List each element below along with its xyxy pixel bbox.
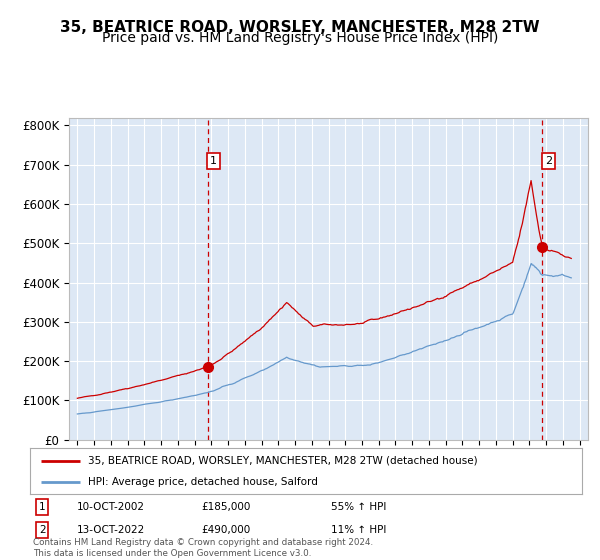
Text: 1: 1 — [210, 156, 217, 166]
Text: 13-OCT-2022: 13-OCT-2022 — [77, 525, 145, 535]
Text: 2: 2 — [545, 156, 552, 166]
Text: HPI: Average price, detached house, Salford: HPI: Average price, detached house, Salf… — [88, 477, 318, 487]
Text: 11% ↑ HPI: 11% ↑ HPI — [331, 525, 386, 535]
Text: 1: 1 — [39, 502, 46, 512]
Text: 55% ↑ HPI: 55% ↑ HPI — [331, 502, 386, 512]
Text: 35, BEATRICE ROAD, WORSLEY, MANCHESTER, M28 2TW: 35, BEATRICE ROAD, WORSLEY, MANCHESTER, … — [60, 20, 540, 35]
Text: Price paid vs. HM Land Registry's House Price Index (HPI): Price paid vs. HM Land Registry's House … — [102, 31, 498, 45]
Text: 2: 2 — [39, 525, 46, 535]
Text: 10-OCT-2002: 10-OCT-2002 — [77, 502, 145, 512]
Text: £490,000: £490,000 — [201, 525, 250, 535]
Text: £185,000: £185,000 — [201, 502, 250, 512]
Text: 35, BEATRICE ROAD, WORSLEY, MANCHESTER, M28 2TW (detached house): 35, BEATRICE ROAD, WORSLEY, MANCHESTER, … — [88, 456, 478, 466]
Text: Contains HM Land Registry data © Crown copyright and database right 2024.
This d: Contains HM Land Registry data © Crown c… — [33, 538, 373, 558]
